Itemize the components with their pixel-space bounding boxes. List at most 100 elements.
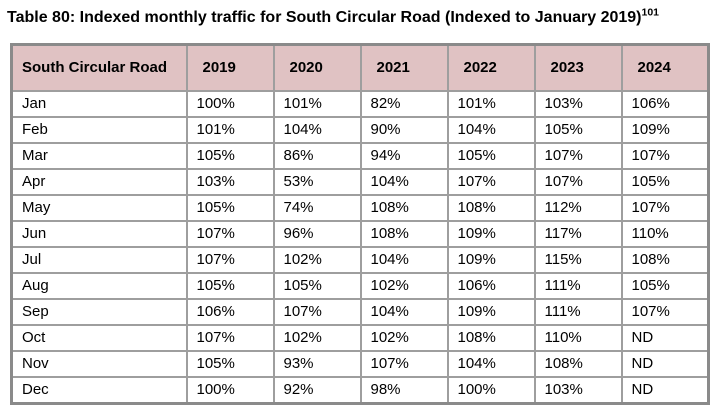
table-row: Oct 107% 102% 102% 108% 110% ND xyxy=(10,323,710,352)
value-cell: 105% xyxy=(446,141,536,170)
value-cell: 104% xyxy=(272,115,362,144)
value-cell: 107% xyxy=(620,141,710,170)
value-cell: ND xyxy=(620,349,710,378)
column-header-2022: 2022 xyxy=(446,43,536,92)
table-row: Feb 101% 104% 90% 104% 105% 109% xyxy=(10,115,710,144)
value-cell: 104% xyxy=(359,297,449,326)
value-cell: 104% xyxy=(359,245,449,274)
value-cell: 108% xyxy=(533,349,623,378)
table-row: Mar 105% 86% 94% 105% 107% 107% xyxy=(10,141,710,170)
value-cell: 106% xyxy=(185,297,275,326)
value-cell: 104% xyxy=(446,115,536,144)
month-cell: Oct xyxy=(10,323,188,352)
month-cell: Sep xyxy=(10,297,188,326)
value-cell: 101% xyxy=(185,115,275,144)
value-cell: 110% xyxy=(533,323,623,352)
value-cell: 107% xyxy=(533,167,623,196)
value-cell: 108% xyxy=(446,323,536,352)
table-row: Aug 105% 105% 102% 106% 111% 105% xyxy=(10,271,710,300)
value-cell: 107% xyxy=(446,167,536,196)
table-row: Dec 100% 92% 98% 100% 103% ND xyxy=(10,375,710,404)
table-row: Jan 100% 101% 82% 101% 103% 106% xyxy=(10,89,710,118)
value-cell: 105% xyxy=(620,167,710,196)
value-cell: 90% xyxy=(359,115,449,144)
value-cell: 107% xyxy=(359,349,449,378)
value-cell: 108% xyxy=(446,193,536,222)
value-cell: 105% xyxy=(272,271,362,300)
value-cell: 98% xyxy=(359,375,449,404)
value-cell: 94% xyxy=(359,141,449,170)
value-cell: 109% xyxy=(620,115,710,144)
month-cell: Apr xyxy=(10,167,188,196)
value-cell: 111% xyxy=(533,297,623,326)
value-cell: 107% xyxy=(185,245,275,274)
value-cell: 96% xyxy=(272,219,362,248)
table-row: Nov 105% 93% 107% 104% 108% ND xyxy=(10,349,710,378)
value-cell: 105% xyxy=(185,193,275,222)
table-row: May 105% 74% 108% 108% 112% 107% xyxy=(10,193,710,222)
table-row: Apr 103% 53% 104% 107% 107% 105% xyxy=(10,167,710,196)
table-caption: Table 80: Indexed monthly traffic for So… xyxy=(7,7,707,29)
value-cell: 101% xyxy=(446,89,536,118)
header-row: South Circular Road 2019 2020 2021 2022 … xyxy=(10,43,710,92)
value-cell: 105% xyxy=(620,271,710,300)
month-cell: Nov xyxy=(10,349,188,378)
value-cell: 102% xyxy=(359,323,449,352)
value-cell: 107% xyxy=(620,297,710,326)
value-cell: 111% xyxy=(533,271,623,300)
value-cell: 115% xyxy=(533,245,623,274)
month-cell: Jan xyxy=(10,89,188,118)
indexed-traffic-table: South Circular Road 2019 2020 2021 2022 … xyxy=(10,43,710,405)
value-cell: 106% xyxy=(620,89,710,118)
value-cell: 107% xyxy=(533,141,623,170)
value-cell: 106% xyxy=(446,271,536,300)
value-cell: 103% xyxy=(533,375,623,404)
value-cell: 109% xyxy=(446,245,536,274)
value-cell: 93% xyxy=(272,349,362,378)
value-cell: 104% xyxy=(446,349,536,378)
value-cell: 92% xyxy=(272,375,362,404)
value-cell: 100% xyxy=(185,375,275,404)
table-row: Jun 107% 96% 108% 109% 117% 110% xyxy=(10,219,710,248)
value-cell: 108% xyxy=(359,219,449,248)
value-cell: 105% xyxy=(185,141,275,170)
value-cell: 101% xyxy=(272,89,362,118)
month-cell: May xyxy=(10,193,188,222)
month-cell: Aug xyxy=(10,271,188,300)
value-cell: 86% xyxy=(272,141,362,170)
value-cell: 112% xyxy=(533,193,623,222)
value-cell: ND xyxy=(620,323,710,352)
month-cell: Jul xyxy=(10,245,188,274)
value-cell: 109% xyxy=(446,297,536,326)
month-cell: Jun xyxy=(10,219,188,248)
value-cell: 107% xyxy=(272,297,362,326)
column-header-2021: 2021 xyxy=(359,43,449,92)
value-cell: 108% xyxy=(620,245,710,274)
value-cell: 103% xyxy=(533,89,623,118)
value-cell: 107% xyxy=(185,323,275,352)
month-cell: Dec xyxy=(10,375,188,404)
value-cell: 107% xyxy=(185,219,275,248)
footnote-reference: 101 xyxy=(641,6,660,19)
column-header-road: South Circular Road xyxy=(10,43,188,92)
value-cell: 108% xyxy=(359,193,449,222)
value-cell: 109% xyxy=(446,219,536,248)
value-cell: 102% xyxy=(272,245,362,274)
table-row: Jul 107% 102% 104% 109% 115% 108% xyxy=(10,245,710,274)
value-cell: 107% xyxy=(620,193,710,222)
value-cell: 117% xyxy=(533,219,623,248)
value-cell: 105% xyxy=(185,271,275,300)
table-row: Sep 106% 107% 104% 109% 111% 107% xyxy=(10,297,710,326)
column-header-2019: 2019 xyxy=(185,43,275,92)
column-header-2020: 2020 xyxy=(272,43,362,92)
column-header-2023: 2023 xyxy=(533,43,623,92)
value-cell: 110% xyxy=(620,219,710,248)
value-cell: 104% xyxy=(359,167,449,196)
value-cell: 100% xyxy=(446,375,536,404)
value-cell: 105% xyxy=(533,115,623,144)
month-cell: Mar xyxy=(10,141,188,170)
month-cell: Feb xyxy=(10,115,188,144)
value-cell: 102% xyxy=(272,323,362,352)
value-cell: 53% xyxy=(272,167,362,196)
column-header-2024: 2024 xyxy=(620,43,710,92)
